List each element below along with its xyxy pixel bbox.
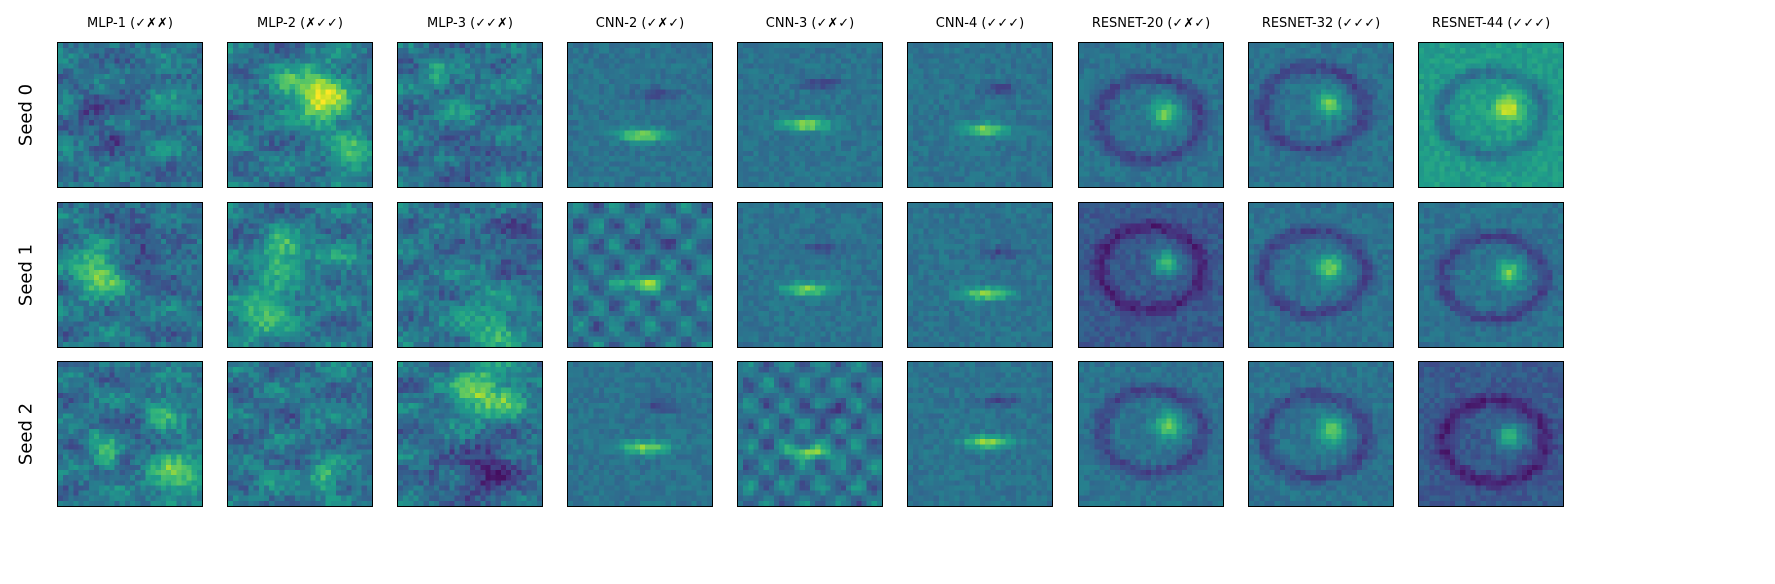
heatmap-panel bbox=[1248, 202, 1394, 348]
heatmap-image bbox=[568, 43, 712, 187]
heatmap-panel bbox=[907, 42, 1053, 188]
heatmap-image bbox=[908, 43, 1052, 187]
column-title: MLP-3 (✓✓✗) bbox=[427, 16, 513, 31]
heatmap-panel bbox=[57, 202, 203, 348]
row-label: Seed 2 bbox=[15, 402, 37, 466]
heatmap-image bbox=[58, 362, 202, 506]
heatmap-panel bbox=[737, 361, 883, 507]
heatmap-panel bbox=[1078, 361, 1224, 507]
heatmap-image bbox=[738, 203, 882, 347]
column-title: CNN-4 (✓✓✓) bbox=[935, 16, 1025, 31]
heatmap-image bbox=[738, 362, 882, 506]
column-title: CNN-3 (✓✗✓) bbox=[765, 16, 855, 31]
heatmap-image bbox=[398, 362, 542, 506]
heatmap-panel bbox=[737, 202, 883, 348]
heatmap-image bbox=[1419, 203, 1563, 347]
heatmap-image bbox=[908, 203, 1052, 347]
heatmap-image bbox=[1079, 43, 1223, 187]
heatmap-image bbox=[1249, 43, 1393, 187]
heatmap-image bbox=[58, 43, 202, 187]
heatmap-panel bbox=[397, 202, 543, 348]
heatmap-image bbox=[1249, 362, 1393, 506]
heatmap-image bbox=[1079, 362, 1223, 506]
heatmap-image bbox=[398, 43, 542, 187]
heatmap-panel bbox=[1418, 42, 1564, 188]
heatmap-panel bbox=[567, 202, 713, 348]
heatmap-panel bbox=[1248, 42, 1394, 188]
row-label: Seed 0 bbox=[15, 83, 37, 147]
heatmap-image bbox=[58, 203, 202, 347]
heatmap-panel bbox=[737, 42, 883, 188]
heatmap-image bbox=[908, 362, 1052, 506]
heatmap-image bbox=[228, 43, 372, 187]
heatmap-panel bbox=[227, 42, 373, 188]
heatmap-image bbox=[1249, 203, 1393, 347]
heatmap-panel bbox=[397, 361, 543, 507]
column-title: RESNET-44 (✓✓✓) bbox=[1431, 16, 1551, 31]
column-title: MLP-2 (✗✓✓) bbox=[257, 16, 343, 31]
heatmap-panel bbox=[567, 42, 713, 188]
heatmap-image bbox=[228, 203, 372, 347]
heatmap-image bbox=[568, 203, 712, 347]
column-title: MLP-1 (✓✗✗) bbox=[87, 16, 173, 31]
heatmap-panel bbox=[907, 361, 1053, 507]
heatmap-image bbox=[1419, 362, 1563, 506]
row-label: Seed 1 bbox=[15, 243, 37, 307]
heatmap-image bbox=[1079, 203, 1223, 347]
column-title: RESNET-20 (✓✗✓) bbox=[1091, 16, 1211, 31]
heatmap-panel bbox=[1248, 361, 1394, 507]
heatmap-panel bbox=[57, 361, 203, 507]
heatmap-panel bbox=[397, 42, 543, 188]
heatmap-panel bbox=[1078, 202, 1224, 348]
heatmap-panel bbox=[227, 361, 373, 507]
column-title: CNN-2 (✓✗✓) bbox=[595, 16, 685, 31]
heatmap-panel bbox=[1418, 361, 1564, 507]
heatmap-image bbox=[398, 203, 542, 347]
column-title: RESNET-32 (✓✓✓) bbox=[1261, 16, 1381, 31]
heatmap-image bbox=[228, 362, 372, 506]
heatmap-panel bbox=[1078, 42, 1224, 188]
heatmap-panel bbox=[227, 202, 373, 348]
heatmap-panel bbox=[1418, 202, 1564, 348]
heatmap-panel bbox=[57, 42, 203, 188]
heatmap-image bbox=[1419, 43, 1563, 187]
heatmap-image bbox=[568, 362, 712, 506]
heatmap-panel bbox=[567, 361, 713, 507]
heatmap-panel bbox=[907, 202, 1053, 348]
heatmap-image bbox=[738, 43, 882, 187]
